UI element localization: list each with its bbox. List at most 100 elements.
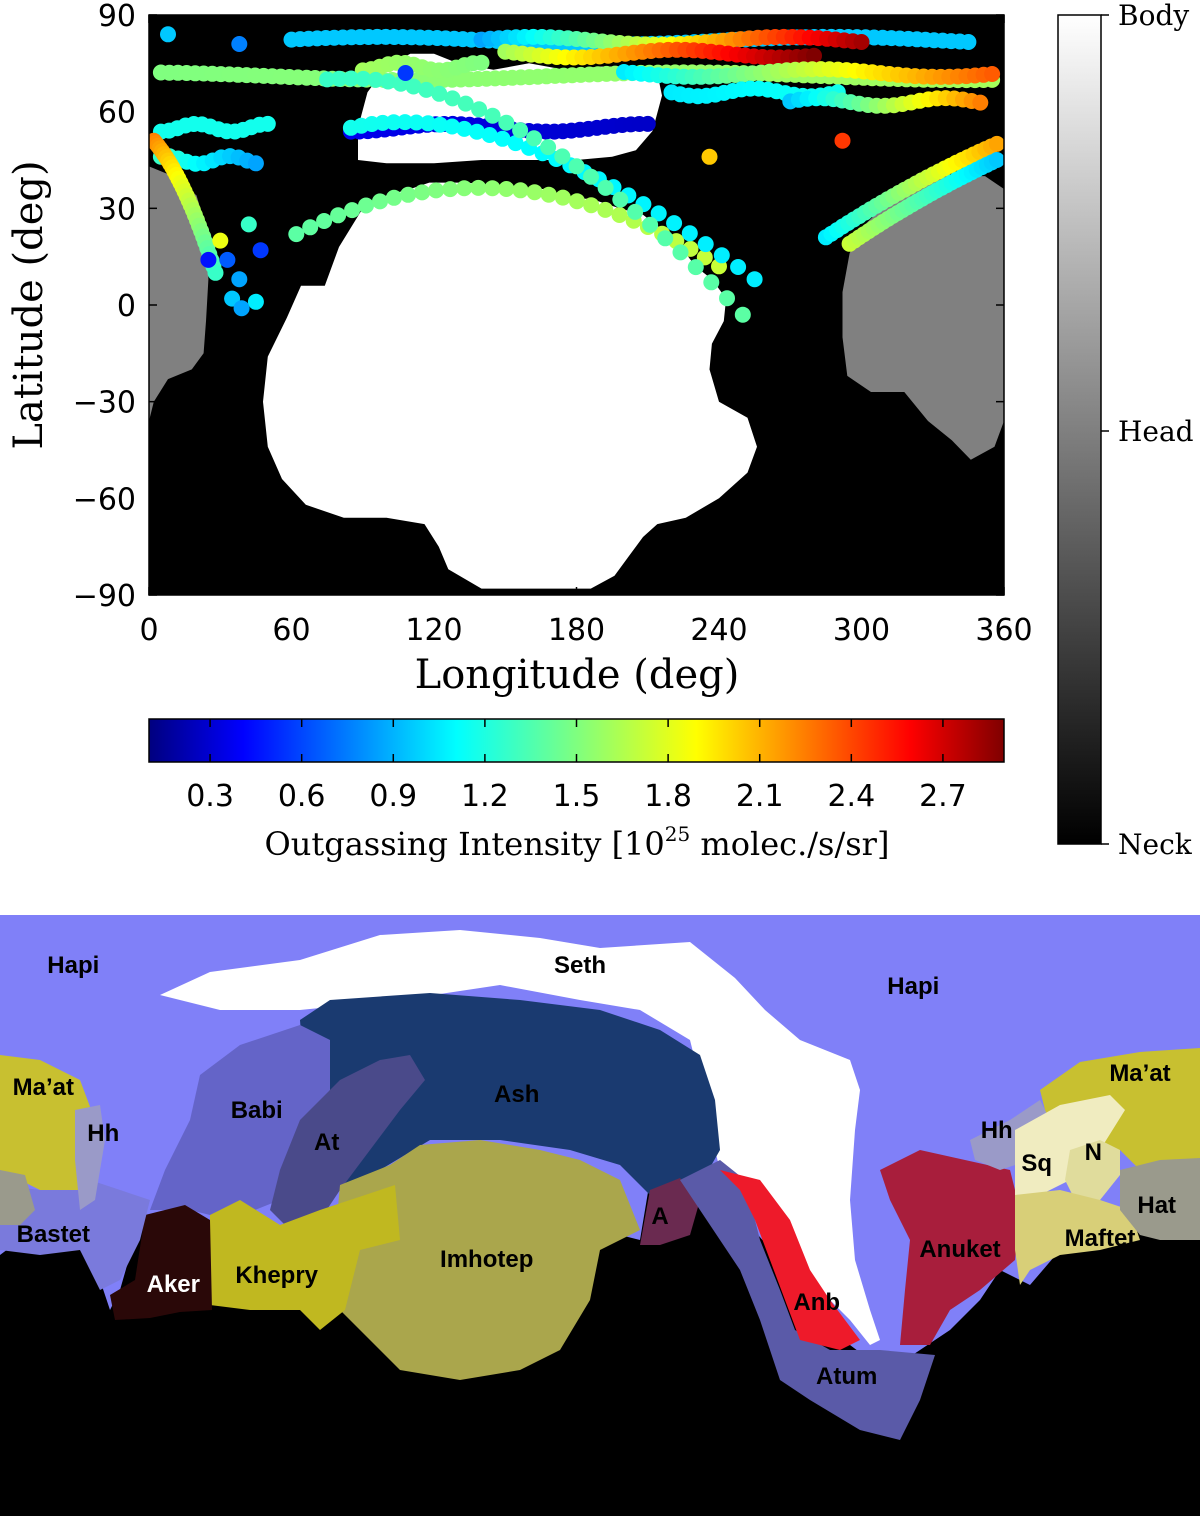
x-tick-label: 0 — [139, 613, 158, 648]
data-point-617 — [233, 300, 250, 317]
data-point-464 — [444, 118, 461, 135]
region-label-n: N — [1085, 1139, 1102, 1166]
intensity-colorbar: 0.3 0.6 0.9 1.2 1.5 1.8 2.1 2.4 2.7 Outgassing I… — [148, 718, 1005, 863]
data-point-274 — [473, 54, 490, 71]
region-label-hapi: Hapi — [47, 952, 99, 979]
data-point-425 — [302, 219, 319, 236]
data-point-616 — [247, 293, 264, 310]
data-point-427 — [330, 207, 347, 224]
data-point-431 — [386, 189, 402, 206]
data-point-484 — [730, 259, 747, 275]
region-bastet — [0, 1180, 150, 1290]
y-axis-label: Latitude (deg) — [6, 160, 52, 449]
data-point-459 — [385, 114, 402, 131]
data-point-503 — [540, 139, 557, 156]
region-atum — [680, 1160, 935, 1440]
data-point-506 — [583, 168, 599, 185]
region-seth — [160, 930, 880, 1345]
region-anuket — [880, 1150, 1020, 1345]
data-point-411 — [639, 115, 656, 132]
data-point-614 — [240, 216, 257, 233]
data-point-622 — [231, 36, 248, 52]
region-map: Hapi Seth Hapi Ma’at Hh Babi At Ash Bastet Aker Kh… — [0, 915, 1200, 1516]
data-point-432 — [400, 186, 417, 203]
region-label-imhotep: Imhotep — [440, 1246, 533, 1273]
data-point-507 — [597, 179, 614, 196]
morphology-label-head: Head — [1118, 415, 1194, 448]
data-point-443 — [554, 189, 571, 206]
data-point-430 — [372, 193, 388, 210]
data-point-460 — [397, 114, 413, 131]
data-point-318 — [984, 66, 1001, 82]
data-point-485 — [746, 271, 763, 288]
data-point-515 — [719, 290, 735, 307]
region-labels: Hapi Seth Hapi Ma’at Hh Babi At Ash Bastet Aker Kh… — [13, 952, 1176, 1390]
data-point-483 — [713, 247, 730, 264]
data-point-502 — [526, 130, 542, 147]
data-point-495 — [431, 85, 448, 102]
data-point-446 — [597, 201, 614, 218]
data-point-578 — [988, 135, 1004, 152]
colorbar-tick-label: 1.5 — [553, 779, 601, 814]
region-a — [640, 1178, 700, 1245]
data-point-482 — [697, 236, 714, 253]
data-point-439 — [498, 181, 515, 197]
data-point-504 — [554, 148, 571, 165]
data-point-462 — [420, 115, 437, 132]
colorbar-tick-label: 1.8 — [644, 779, 692, 814]
colorbar-tick-label: 2.1 — [736, 779, 784, 814]
data-point-491 — [380, 73, 397, 90]
data-point-428 — [344, 202, 361, 219]
region-label-maftet: Maftet — [1065, 1225, 1136, 1252]
x-tick-label: 360 — [975, 613, 1032, 648]
region-hat-left — [0, 1170, 35, 1225]
region-hh-left — [75, 1105, 105, 1210]
data-point-445 — [583, 197, 600, 214]
data-point-501 — [512, 122, 529, 139]
intensity-colorbar-ticks: 0.3 0.6 0.9 1.2 1.5 1.8 2.1 2.4 2.7 — [186, 719, 967, 814]
region-label-hh: Hh — [981, 1117, 1013, 1144]
data-point-467 — [481, 127, 498, 143]
colorbar-tick-label: 0.3 — [186, 779, 234, 814]
region-hat-right — [1120, 1158, 1200, 1240]
x-tick-label: 240 — [690, 613, 747, 648]
x-tick-label: 180 — [548, 613, 605, 648]
data-point-623 — [397, 65, 414, 81]
data-point-177 — [960, 34, 977, 50]
region-sq — [1015, 1095, 1125, 1195]
y-tick-label: 60 — [98, 96, 136, 131]
colorbar-tick-label: 2.7 — [919, 779, 967, 814]
data-point-488 — [343, 70, 360, 87]
region-anb — [720, 1170, 860, 1350]
x-axis-label: Longitude (deg) — [415, 652, 740, 698]
data-point-423 — [247, 155, 264, 172]
colorbar-tick-label: 0.6 — [278, 779, 326, 814]
region-maftet — [1015, 1190, 1140, 1285]
data-point-447 — [611, 207, 628, 223]
region-label-atum: Atum — [816, 1363, 877, 1390]
region-label-a: A — [651, 1203, 668, 1230]
colorbar-tick-label: 0.9 — [369, 779, 417, 814]
data-point-480 — [666, 215, 683, 232]
region-label-at: At — [314, 1129, 339, 1156]
region-label-anuket: Anuket — [919, 1236, 1000, 1263]
x-tick-label: 300 — [833, 613, 890, 648]
data-point-511 — [657, 230, 674, 247]
region-label-ash: Ash — [494, 1081, 539, 1108]
data-point-493 — [405, 78, 422, 95]
y-tick-label: −30 — [73, 386, 136, 421]
x-tick-label: 120 — [405, 613, 462, 648]
intensity-colorbar-label: Outgassing Intensity [1025 molec./s/sr] — [265, 822, 890, 863]
data-point-489 — [355, 70, 372, 87]
region-label-bastet: Bastet — [17, 1221, 90, 1248]
head-region-right — [842, 176, 1004, 460]
region-label-maat: Ma’at — [13, 1074, 74, 1101]
data-point-510 — [642, 216, 659, 233]
region-maat-left — [0, 1055, 95, 1190]
data-point-490 — [367, 71, 384, 88]
data-point-499 — [484, 107, 501, 124]
data-point-516 — [734, 306, 751, 323]
data-point-461 — [408, 114, 425, 131]
